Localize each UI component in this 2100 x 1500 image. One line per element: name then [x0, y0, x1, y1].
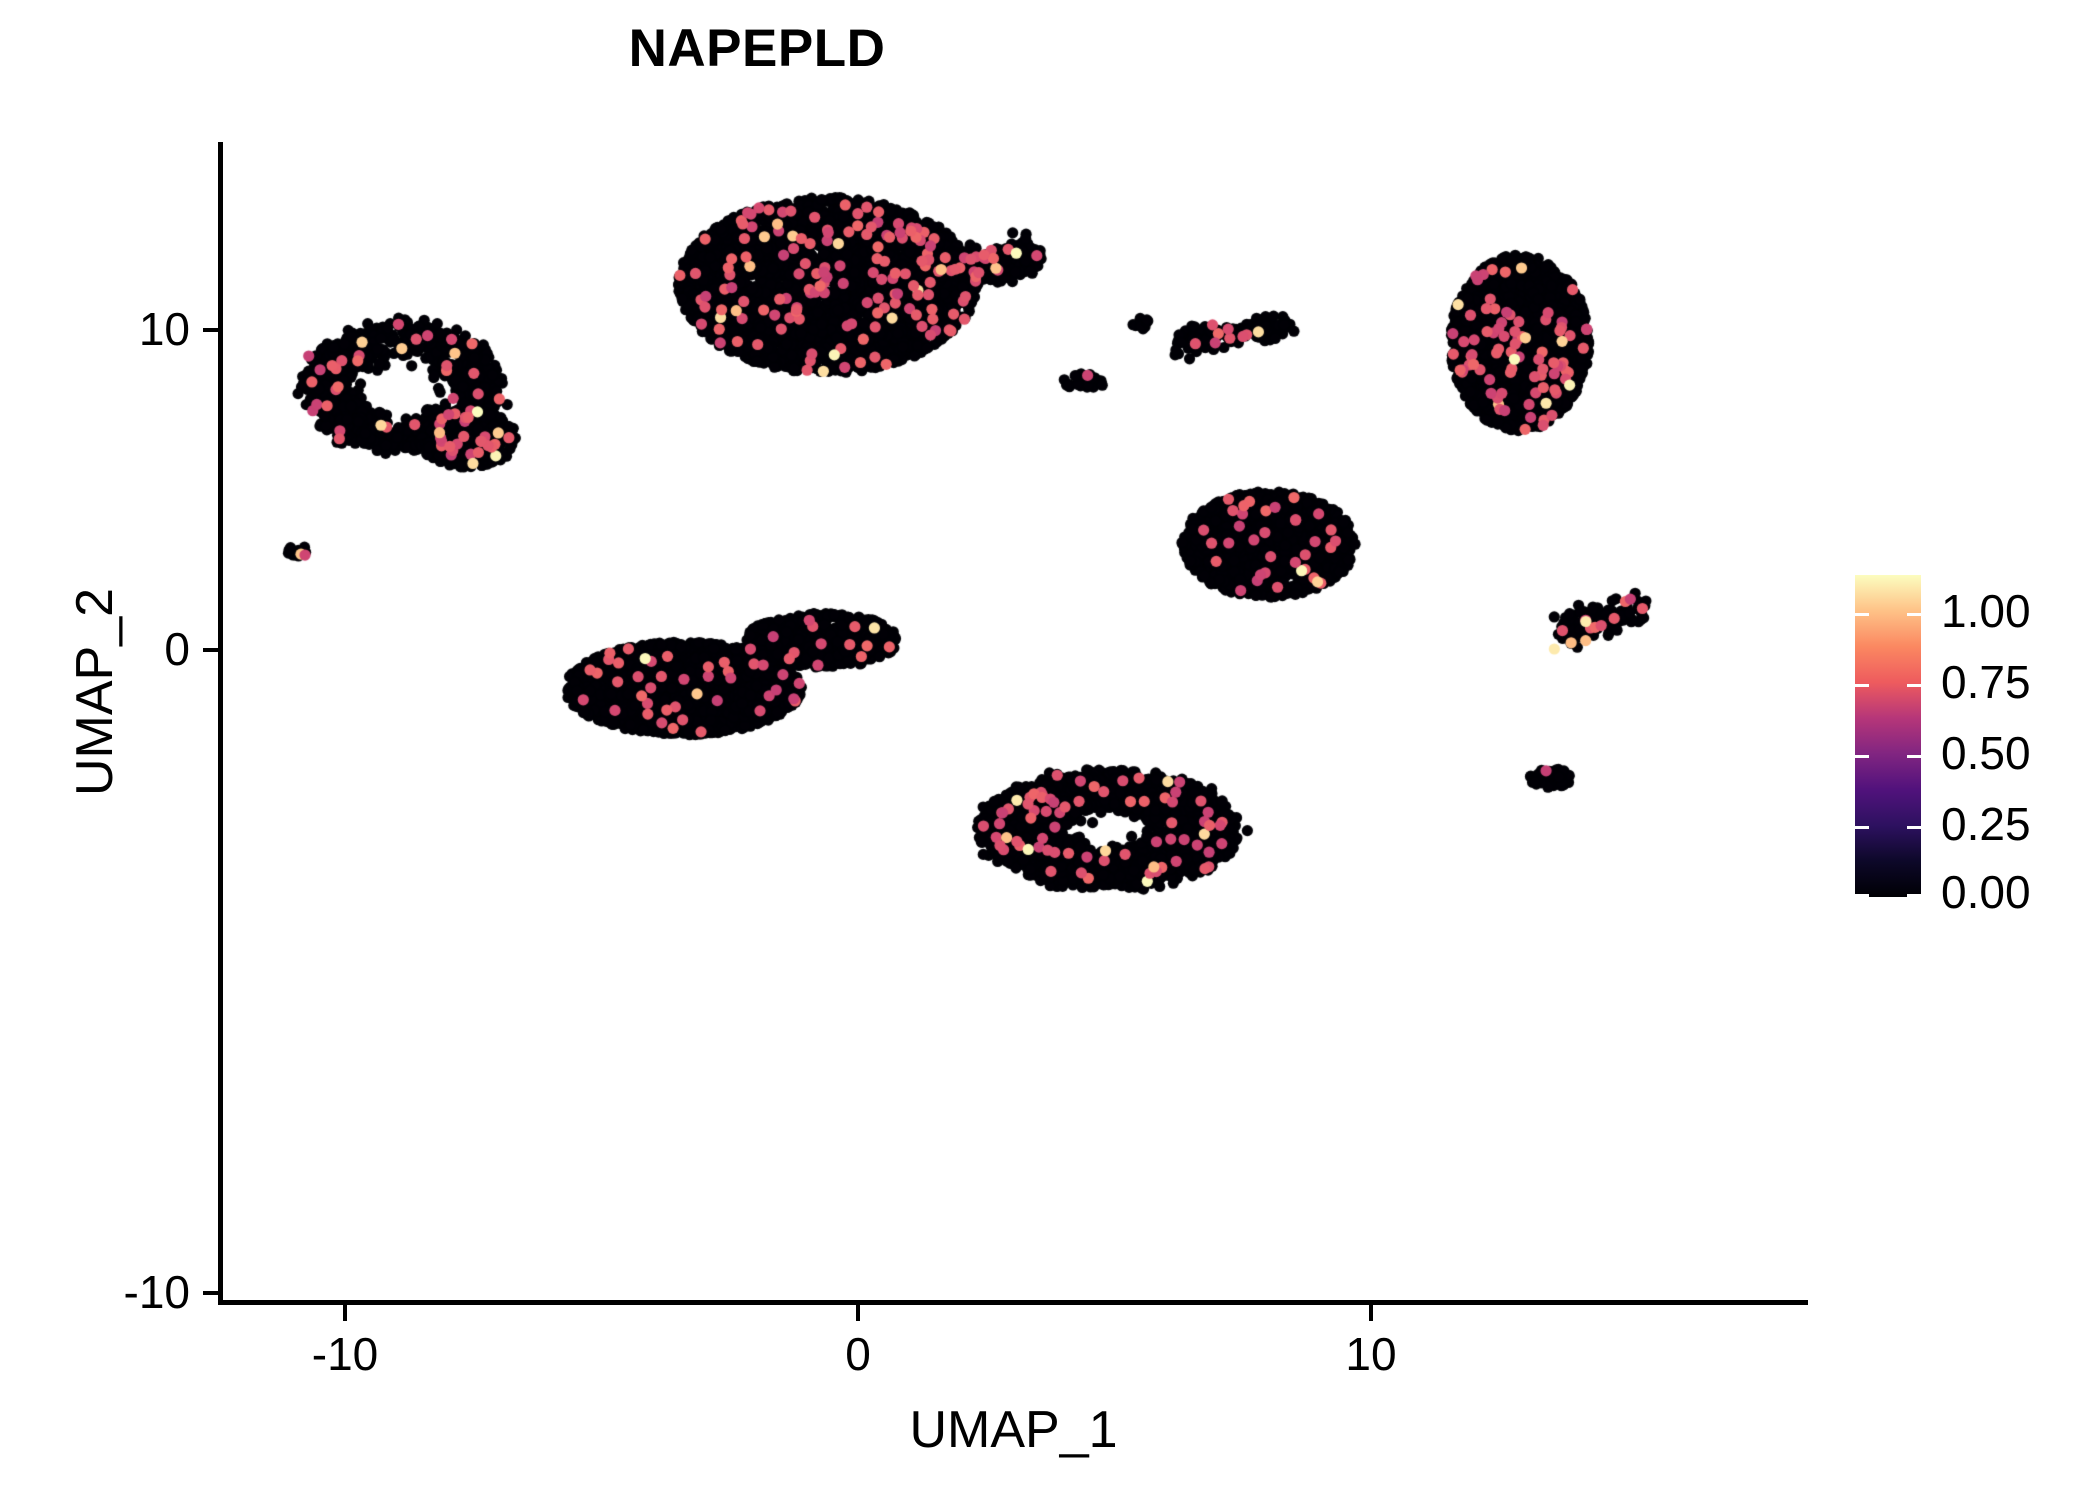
- page-title: NAPEPLD: [628, 19, 886, 78]
- colorbar-tick-100-left: [1855, 613, 1869, 616]
- colorbar-label-075: 0.75: [1941, 656, 2031, 708]
- colorbar-tick-025-left: [1855, 826, 1869, 829]
- y-axis-title: UMAP_2: [66, 587, 124, 797]
- x-tick-label-0: 0: [845, 1328, 871, 1380]
- colorbar-tick-075-right: [1907, 684, 1921, 687]
- x-tick-mark-neg10: [343, 1305, 347, 1321]
- colorbar-gradient: [1855, 575, 1921, 897]
- colorbar-tick-050-left: [1855, 755, 1869, 758]
- y-tick-mark-neg10: [203, 1291, 218, 1295]
- colorbar-label-000: 0.00: [1941, 866, 2031, 918]
- y-tick-label-10: 10: [138, 303, 190, 355]
- colorbar-label-050: 0.50: [1941, 727, 2031, 779]
- scatter-plot-canvas: [222, 142, 1805, 1302]
- colorbar-label-025: 0.25: [1941, 798, 2031, 850]
- y-tick-label-0: 0: [164, 623, 190, 675]
- colorbar-tick-100-right: [1907, 613, 1921, 616]
- x-axis-line: [218, 1300, 1808, 1305]
- x-tick-label-neg10: -10: [311, 1328, 379, 1380]
- plot-panel: [222, 142, 1805, 1302]
- colorbar-legend: 1.00 0.75 0.50 0.25 0.00: [1855, 575, 2085, 915]
- x-tick-mark-10: [1369, 1305, 1373, 1321]
- y-tick-mark-0: [203, 648, 218, 652]
- colorbar-label-100: 1.00: [1941, 585, 2031, 637]
- y-tick-label-neg10: -10: [123, 1266, 190, 1318]
- colorbar-tick-000-right: [1907, 894, 1921, 897]
- y-axis-line: [218, 142, 223, 1304]
- x-axis-title: UMAP_1: [909, 1401, 1118, 1459]
- x-tick-label-10: 10: [1345, 1328, 1397, 1380]
- colorbar-tick-075-left: [1855, 684, 1869, 687]
- colorbar-tick-050-right: [1907, 755, 1921, 758]
- colorbar-tick-000-left: [1855, 894, 1869, 897]
- x-tick-mark-0: [856, 1305, 860, 1321]
- colorbar-tick-025-right: [1907, 826, 1921, 829]
- y-tick-mark-10: [203, 328, 218, 332]
